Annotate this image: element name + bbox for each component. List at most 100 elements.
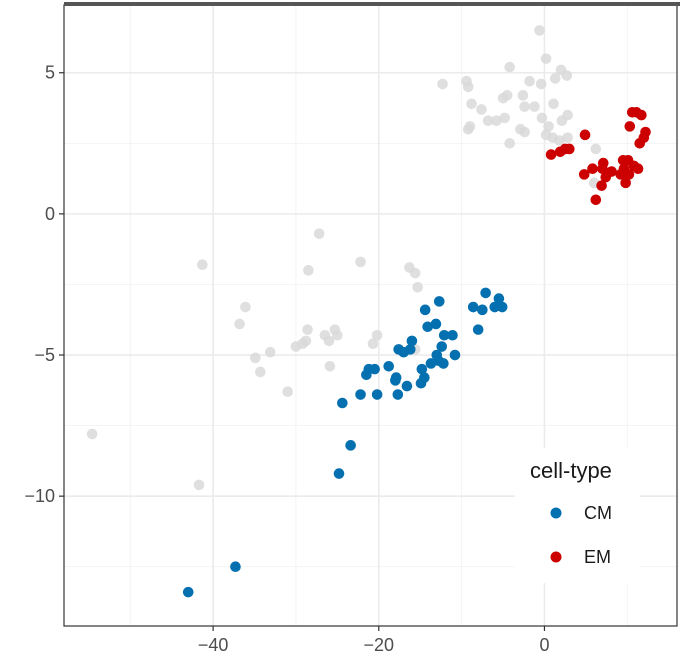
x-tick-label: −20 [364, 635, 395, 655]
background-point [476, 104, 487, 115]
background-point [504, 61, 515, 73]
point-cm [467, 301, 479, 313]
point-cm [383, 361, 395, 372]
y-tick-label: 0 [45, 204, 55, 224]
background-point [536, 112, 548, 124]
point-cm [425, 358, 437, 369]
background-point [524, 75, 535, 87]
background-point [324, 361, 336, 372]
point-em [615, 169, 626, 180]
background-point [234, 318, 245, 330]
background-point [303, 265, 314, 276]
y-tick-label: 5 [45, 63, 55, 83]
point-em [623, 169, 635, 180]
point-cm [415, 377, 427, 389]
background-point [554, 135, 565, 146]
background-point [367, 338, 379, 350]
point-em [545, 149, 557, 160]
background-point [355, 256, 366, 268]
point-cm [480, 287, 491, 299]
point-cm [355, 389, 366, 400]
background-point [197, 259, 208, 270]
point-cm [472, 324, 484, 335]
legend: cell-type CM EM [515, 448, 640, 583]
point-cm [392, 389, 404, 400]
background-point [437, 78, 448, 90]
background-point [323, 335, 335, 347]
background-point [332, 329, 343, 341]
legend-label-cm: CM [584, 503, 612, 523]
background-point [590, 143, 602, 155]
point-em [606, 166, 617, 177]
point-em [634, 138, 646, 149]
background-point [549, 73, 561, 84]
point-em [596, 180, 607, 191]
background-point [409, 267, 421, 279]
background-point [517, 90, 529, 101]
point-em [564, 143, 575, 155]
background-point [548, 98, 559, 110]
background-point [491, 115, 502, 127]
background-point [250, 352, 261, 364]
background-point [297, 338, 308, 350]
legend-background [515, 448, 640, 583]
point-cm [345, 440, 356, 451]
point-cm [496, 301, 508, 313]
point-cm [401, 380, 413, 392]
legend-title: cell-type [530, 458, 612, 483]
background-point [562, 109, 573, 121]
background-point [519, 101, 530, 112]
point-cm [433, 296, 445, 307]
point-cm [182, 586, 194, 598]
point-cm [436, 341, 448, 352]
point-cm [430, 318, 442, 330]
point-cm [416, 363, 428, 375]
point-em [636, 109, 647, 121]
background-point [543, 121, 554, 132]
point-cm [361, 369, 372, 381]
background-point [534, 25, 545, 36]
legend-key-cm [550, 507, 562, 519]
axes-layer: −40 −20 0 5 0 −5 −10 [24, 63, 549, 655]
background-point [371, 329, 383, 341]
background-point [462, 123, 474, 135]
background-point [466, 98, 477, 110]
point-cm [398, 346, 409, 358]
point-em [620, 177, 631, 189]
point-cm [406, 335, 418, 347]
background-point [282, 386, 293, 398]
background-point [535, 78, 547, 90]
background-point [255, 366, 266, 378]
background-point [462, 81, 474, 93]
point-cm [230, 561, 241, 573]
point-em [624, 121, 636, 132]
point-cm [477, 304, 488, 316]
point-em [590, 194, 602, 206]
point-cm [422, 321, 433, 333]
point-em [597, 163, 608, 175]
background-point [482, 115, 494, 127]
background-point [540, 53, 552, 64]
background-point [561, 70, 573, 81]
top-frame-edge [64, 2, 680, 6]
y-tick-label: −5 [34, 345, 55, 365]
background-point [499, 112, 510, 124]
point-cm [493, 293, 505, 304]
background-point [562, 132, 573, 143]
point-cm [449, 349, 461, 361]
background-point [504, 138, 515, 149]
point-em [554, 146, 566, 158]
point-em [579, 129, 591, 141]
point-cm [438, 329, 450, 341]
background-point [193, 479, 205, 491]
point-em [628, 160, 640, 172]
point-cm [447, 329, 458, 341]
background-point [240, 301, 251, 313]
legend-label-em: EM [584, 547, 611, 567]
background-point [302, 324, 313, 335]
background-point [501, 90, 513, 101]
x-tick-label: −40 [198, 635, 229, 655]
points-layer [86, 25, 651, 598]
